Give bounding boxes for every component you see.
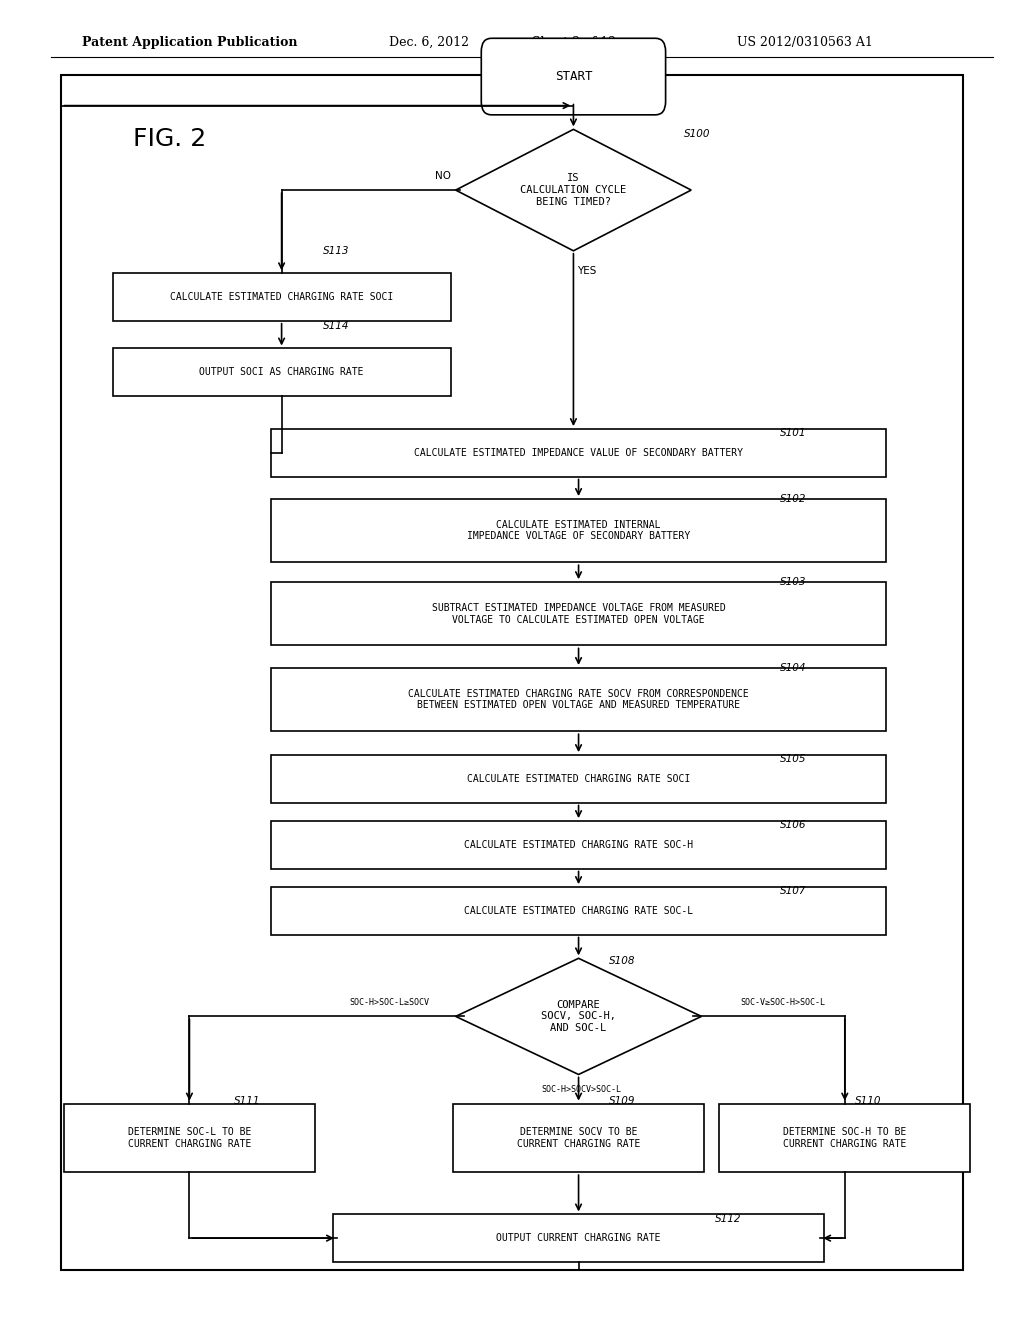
Text: S101: S101 <box>780 428 807 438</box>
Text: S113: S113 <box>323 246 349 256</box>
Text: CALCULATE ESTIMATED CHARGING RATE SOCV FROM CORRESPONDENCE
BETWEEN ESTIMATED OPE: CALCULATE ESTIMATED CHARGING RATE SOCV F… <box>409 689 749 710</box>
Text: S114: S114 <box>323 321 349 331</box>
Text: OUTPUT SOCI AS CHARGING RATE: OUTPUT SOCI AS CHARGING RATE <box>200 367 364 378</box>
FancyBboxPatch shape <box>61 75 963 1270</box>
Polygon shape <box>456 958 701 1074</box>
FancyBboxPatch shape <box>719 1104 970 1172</box>
Polygon shape <box>456 129 691 251</box>
FancyBboxPatch shape <box>271 429 886 477</box>
Text: SOC-H>SOCV>SOC-L: SOC-H>SOCV>SOC-L <box>542 1085 622 1094</box>
Text: CALCULATE ESTIMATED INTERNAL
IMPEDANCE VOLTAGE OF SECONDARY BATTERY: CALCULATE ESTIMATED INTERNAL IMPEDANCE V… <box>467 520 690 541</box>
Text: CALCULATE ESTIMATED CHARGING RATE SOCI: CALCULATE ESTIMATED CHARGING RATE SOCI <box>467 774 690 784</box>
FancyBboxPatch shape <box>113 348 451 396</box>
Text: DETERMINE SOCV TO BE
CURRENT CHARGING RATE: DETERMINE SOCV TO BE CURRENT CHARGING RA… <box>517 1127 640 1148</box>
Text: FIG. 2: FIG. 2 <box>133 127 207 150</box>
Text: S100: S100 <box>684 128 711 139</box>
Text: S107: S107 <box>780 886 807 896</box>
FancyBboxPatch shape <box>481 38 666 115</box>
Text: DETERMINE SOC-H TO BE
CURRENT CHARGING RATE: DETERMINE SOC-H TO BE CURRENT CHARGING R… <box>783 1127 906 1148</box>
Text: S109: S109 <box>609 1096 636 1106</box>
Text: S112: S112 <box>715 1213 741 1224</box>
FancyBboxPatch shape <box>271 755 886 803</box>
FancyBboxPatch shape <box>271 668 886 731</box>
FancyBboxPatch shape <box>271 821 886 869</box>
FancyBboxPatch shape <box>333 1214 824 1262</box>
FancyBboxPatch shape <box>271 499 886 562</box>
Text: SOC-V≥SOC-H>SOC-L: SOC-V≥SOC-H>SOC-L <box>740 998 826 1007</box>
Text: SUBTRACT ESTIMATED IMPEDANCE VOLTAGE FROM MEASURED
VOLTAGE TO CALCULATE ESTIMATE: SUBTRACT ESTIMATED IMPEDANCE VOLTAGE FRO… <box>432 603 725 624</box>
Text: NO: NO <box>435 170 452 181</box>
FancyBboxPatch shape <box>63 1104 315 1172</box>
FancyBboxPatch shape <box>271 582 886 645</box>
Text: CALCULATE ESTIMATED CHARGING RATE SOC-L: CALCULATE ESTIMATED CHARGING RATE SOC-L <box>464 906 693 916</box>
FancyBboxPatch shape <box>113 273 451 321</box>
Text: Sheet 2 of 12: Sheet 2 of 12 <box>532 36 616 49</box>
Text: S104: S104 <box>780 663 807 673</box>
Text: Dec. 6, 2012: Dec. 6, 2012 <box>389 36 469 49</box>
Text: OUTPUT CURRENT CHARGING RATE: OUTPUT CURRENT CHARGING RATE <box>497 1233 660 1243</box>
Text: SOC-H>SOC-L≥SOCV: SOC-H>SOC-L≥SOCV <box>349 998 429 1007</box>
Text: CALCULATE ESTIMATED CHARGING RATE SOCI: CALCULATE ESTIMATED CHARGING RATE SOCI <box>170 292 393 302</box>
Text: CALCULATE ESTIMATED IMPEDANCE VALUE OF SECONDARY BATTERY: CALCULATE ESTIMATED IMPEDANCE VALUE OF S… <box>414 447 743 458</box>
Text: S110: S110 <box>855 1096 882 1106</box>
Text: S108: S108 <box>609 956 636 966</box>
Text: S103: S103 <box>780 577 807 587</box>
FancyBboxPatch shape <box>453 1104 705 1172</box>
Text: DETERMINE SOC-L TO BE
CURRENT CHARGING RATE: DETERMINE SOC-L TO BE CURRENT CHARGING R… <box>128 1127 251 1148</box>
Text: S102: S102 <box>780 494 807 504</box>
Text: S106: S106 <box>780 820 807 830</box>
Text: S111: S111 <box>233 1096 260 1106</box>
Text: YES: YES <box>578 265 597 276</box>
Text: Patent Application Publication: Patent Application Publication <box>82 36 297 49</box>
Text: COMPARE
SOCV, SOC-H,
AND SOC-L: COMPARE SOCV, SOC-H, AND SOC-L <box>541 999 616 1034</box>
Text: S105: S105 <box>780 754 807 764</box>
Text: IS
CALCULATION CYCLE
BEING TIMED?: IS CALCULATION CYCLE BEING TIMED? <box>520 173 627 207</box>
Text: START: START <box>555 70 592 83</box>
Text: US 2012/0310563 A1: US 2012/0310563 A1 <box>737 36 873 49</box>
FancyBboxPatch shape <box>271 887 886 935</box>
Text: CALCULATE ESTIMATED CHARGING RATE SOC-H: CALCULATE ESTIMATED CHARGING RATE SOC-H <box>464 840 693 850</box>
